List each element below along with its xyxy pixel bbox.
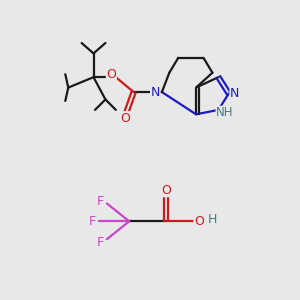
Text: F: F — [88, 215, 96, 228]
Text: O: O — [194, 215, 204, 228]
Text: H: H — [208, 213, 217, 226]
Text: F: F — [97, 195, 104, 208]
Text: NH: NH — [216, 106, 234, 119]
Text: O: O — [106, 68, 116, 81]
Text: N: N — [230, 87, 239, 100]
Text: O: O — [120, 112, 130, 125]
Text: O: O — [161, 184, 171, 196]
Text: F: F — [97, 236, 104, 249]
Text: N: N — [151, 85, 160, 98]
